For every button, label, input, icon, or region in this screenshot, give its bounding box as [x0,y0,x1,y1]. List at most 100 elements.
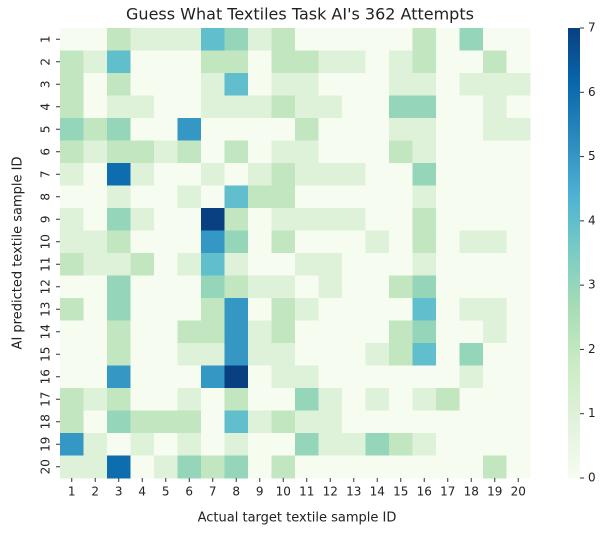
heat-cell [412,343,437,366]
heat-cell [295,50,319,74]
heat-cell [506,298,531,321]
heat-cell [295,95,319,119]
heat-cell [318,455,343,479]
heat-cell [412,95,437,119]
heat-cell [389,253,413,276]
colorbar-tick-label: 7 [588,21,596,35]
heat-cell [130,185,155,209]
y-tick-label: 9 [39,215,53,223]
heat-cell [83,208,108,231]
heat-cell [130,73,155,96]
heat-cell [224,275,249,299]
heat-cell [483,320,507,344]
heat-cell [318,95,343,119]
heat-cell [154,455,178,479]
heat-cell [201,163,225,186]
heat-cell [177,410,202,434]
heat-cell [83,410,108,434]
heat-cell [342,118,366,141]
heat-cell [459,50,484,74]
heat-cell [60,433,84,456]
heat-cell [107,433,131,456]
y-tick-label: 1 [39,35,53,43]
heat-cell [506,118,531,141]
heat-cell [342,253,366,276]
x-tick-label: 11 [299,485,314,499]
heat-cell [459,208,484,231]
heat-cell [483,118,507,141]
heat-cell [342,50,366,74]
heat-cell [506,163,531,186]
heat-cell [248,208,272,231]
heat-cell [459,365,484,389]
heat-cell [483,388,507,411]
heat-cell [342,410,366,434]
heat-cell [224,365,249,389]
heat-cell [318,185,343,209]
heat-cell [271,95,296,119]
heat-cell [224,388,249,411]
heat-cell [83,118,108,141]
heat-cell [271,388,296,411]
heat-cell [248,388,272,411]
x-tick-label: 13 [346,485,361,499]
x-tick-label: 3 [115,485,123,499]
heat-cell [506,230,531,254]
heat-cell [436,230,460,254]
heat-cell [60,95,84,119]
heat-cell [483,433,507,456]
heat-cell [412,253,437,276]
heat-cell [459,185,484,209]
y-tick-label: 19 [39,437,53,452]
colorbar-tick-label: 6 [588,85,596,99]
heat-cell [177,118,202,141]
heat-cell [389,298,413,321]
y-tick-label: 12 [39,279,53,294]
heat-cell [389,343,413,366]
heat-cell [412,163,437,186]
heat-cell [342,73,366,96]
heat-cell [365,28,390,51]
heat-cell [224,433,249,456]
heat-cell [130,140,155,164]
colorbar-tick-label: 0 [588,471,596,485]
heat-cell [483,410,507,434]
heat-cell [271,410,296,434]
heat-cell [201,365,225,389]
heat-cell [177,343,202,366]
heat-cell [436,163,460,186]
heat-cell [201,140,225,164]
heat-cell [295,208,319,231]
heat-cell [459,73,484,96]
heat-cell [107,163,131,186]
heat-cell [295,410,319,434]
heat-cell [436,388,460,411]
heat-cell [60,455,84,479]
x-tick-label: 12 [323,485,338,499]
heat-cell [177,298,202,321]
heat-cell [295,388,319,411]
y-tick-label: 2 [39,58,53,66]
heat-cell [436,28,460,51]
heat-cell [459,343,484,366]
heat-cell [83,275,108,299]
heat-cell [83,28,108,51]
y-axis-label: AI predicted textile sample ID [11,157,26,350]
heat-cell [154,388,178,411]
heat-cell [342,28,366,51]
heat-cell [201,388,225,411]
heat-cell [224,298,249,321]
heat-cell [318,163,343,186]
heat-cell [295,365,319,389]
heat-cell [83,163,108,186]
heat-cell [365,140,390,164]
heat-cell [412,275,437,299]
heat-cell [483,95,507,119]
heat-cell [436,320,460,344]
heat-cell [389,455,413,479]
x-tick-label: 1 [68,485,76,499]
heat-cell [107,73,131,96]
heat-cell [318,410,343,434]
heat-cell [271,28,296,51]
heat-cell [154,73,178,96]
